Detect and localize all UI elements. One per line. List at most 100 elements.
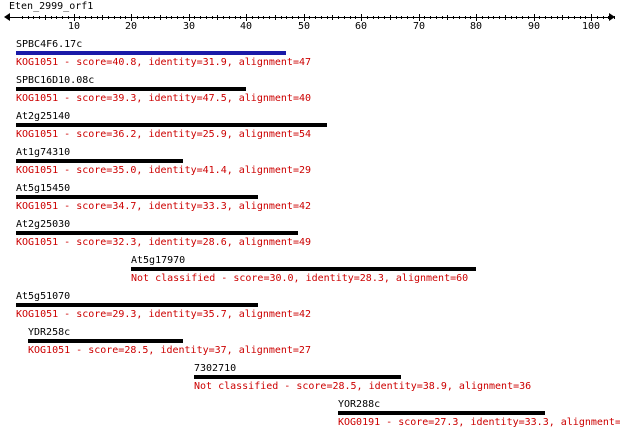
axis-minor-tick bbox=[545, 16, 546, 19]
axis-minor-tick bbox=[430, 16, 431, 19]
axis-major-tick bbox=[534, 14, 535, 21]
hit-description[interactable]: KOG1051 - score=28.5, identity=37, align… bbox=[28, 345, 311, 356]
hit-name[interactable]: At5g15450 bbox=[16, 183, 71, 194]
hit-bar[interactable] bbox=[16, 195, 258, 199]
hit-description[interactable]: Not classified - score=28.5, identity=38… bbox=[194, 381, 532, 392]
axis-major-tick bbox=[361, 14, 362, 21]
axis-minor-tick bbox=[614, 16, 615, 19]
axis-minor-tick bbox=[298, 16, 299, 19]
hit-description[interactable]: KOG0191 - score=27.3, identity=33.3, ali… bbox=[338, 417, 620, 428]
axis-minor-tick bbox=[344, 16, 345, 19]
hit-name[interactable]: SPBC4F6.17c bbox=[16, 39, 83, 50]
hit-bar[interactable] bbox=[131, 267, 476, 271]
axis-minor-tick bbox=[183, 16, 184, 19]
axis-tick-label: 60 bbox=[354, 21, 368, 32]
hit-description[interactable]: KOG1051 - score=32.3, identity=28.6, ali… bbox=[16, 237, 312, 248]
axis-minor-tick bbox=[557, 16, 558, 19]
axis-minor-tick bbox=[499, 16, 500, 19]
hit-bar[interactable] bbox=[16, 159, 183, 163]
axis-minor-tick bbox=[603, 16, 604, 19]
axis-minor-tick bbox=[171, 16, 172, 19]
hit-bar[interactable] bbox=[194, 375, 401, 379]
axis-major-tick bbox=[246, 14, 247, 21]
axis-minor-tick bbox=[281, 16, 282, 19]
hit-name[interactable]: YOR288c bbox=[338, 399, 381, 410]
axis-minor-tick bbox=[315, 16, 316, 19]
axis-minor-tick bbox=[286, 16, 287, 19]
axis-minor-tick bbox=[585, 16, 586, 19]
axis-minor-tick bbox=[436, 16, 437, 19]
axis-minor-tick bbox=[580, 16, 581, 19]
axis-minor-tick bbox=[194, 16, 195, 19]
hit-bar[interactable] bbox=[28, 339, 183, 343]
axis-minor-tick bbox=[373, 16, 374, 19]
axis-line bbox=[10, 17, 610, 18]
axis-minor-tick bbox=[252, 16, 253, 19]
axis-minor-tick bbox=[442, 16, 443, 19]
axis-minor-tick bbox=[407, 16, 408, 19]
hit-bar-best[interactable] bbox=[16, 51, 286, 55]
axis-major-tick bbox=[74, 14, 75, 21]
axis-major-tick bbox=[189, 14, 190, 21]
hit-name[interactable]: At1g74310 bbox=[16, 147, 71, 158]
hit-name[interactable]: 7302710 bbox=[194, 363, 237, 374]
hit-name[interactable]: At5g17970 bbox=[131, 255, 186, 266]
axis-minor-tick bbox=[28, 16, 29, 19]
axis-minor-tick bbox=[516, 16, 517, 19]
hit-description[interactable]: KOG1051 - score=35.0, identity=41.4, ali… bbox=[16, 165, 312, 176]
axis-major-tick bbox=[591, 14, 592, 21]
axis-minor-tick bbox=[148, 16, 149, 19]
hit-description[interactable]: KOG1051 - score=34.7, identity=33.3, ali… bbox=[16, 201, 312, 212]
hit-bar[interactable] bbox=[16, 123, 327, 127]
axis-tick-label: 100 bbox=[581, 21, 601, 32]
axis-major-tick bbox=[304, 14, 305, 21]
hit-name[interactable]: At2g25140 bbox=[16, 111, 71, 122]
axis-minor-tick bbox=[459, 16, 460, 19]
hit-bar[interactable] bbox=[338, 411, 545, 415]
axis-minor-tick bbox=[85, 16, 86, 19]
axis-minor-tick bbox=[413, 16, 414, 19]
axis-minor-tick bbox=[539, 16, 540, 19]
hit-bar[interactable] bbox=[16, 303, 258, 307]
axis-minor-tick bbox=[62, 16, 63, 19]
axis-minor-tick bbox=[240, 16, 241, 19]
axis-minor-tick bbox=[488, 16, 489, 19]
axis-tick-label: 80 bbox=[469, 21, 483, 32]
axis-minor-tick bbox=[327, 16, 328, 19]
axis-minor-tick bbox=[378, 16, 379, 19]
hit-description[interactable]: Not classified - score=30.0, identity=28… bbox=[131, 273, 469, 284]
hit-description[interactable]: KOG1051 - score=40.8, identity=31.9, ali… bbox=[16, 57, 312, 68]
query-title: Eten_2999_orf1 bbox=[9, 1, 94, 12]
axis-minor-tick bbox=[396, 16, 397, 19]
hit-name[interactable]: At2g25030 bbox=[16, 219, 71, 230]
axis-minor-tick bbox=[108, 16, 109, 19]
axis-minor-tick bbox=[465, 16, 466, 19]
axis-minor-tick bbox=[332, 15, 333, 20]
hit-description[interactable]: KOG1051 - score=36.2, identity=25.9, ali… bbox=[16, 129, 312, 140]
axis-minor-tick bbox=[401, 16, 402, 19]
axis-minor-tick bbox=[390, 15, 391, 20]
hit-description[interactable]: KOG1051 - score=29.3, identity=35.7, ali… bbox=[16, 309, 312, 320]
axis-tick-label: 30 bbox=[182, 21, 196, 32]
hit-name[interactable]: At5g51070 bbox=[16, 291, 71, 302]
axis-minor-tick bbox=[45, 15, 46, 20]
axis-minor-tick bbox=[269, 16, 270, 19]
axis-minor-tick bbox=[528, 16, 529, 19]
hit-name[interactable]: YDR258c bbox=[28, 327, 71, 338]
hit-bar[interactable] bbox=[16, 231, 298, 235]
axis-minor-tick bbox=[56, 16, 57, 19]
axis-minor-tick bbox=[200, 16, 201, 19]
axis-minor-tick bbox=[235, 16, 236, 19]
hit-name[interactable]: SPBC16D10.08c bbox=[16, 75, 95, 86]
hit-bar[interactable] bbox=[16, 87, 246, 91]
axis-minor-tick bbox=[493, 16, 494, 19]
axis-minor-tick bbox=[608, 16, 609, 19]
axis-tick-label: 70 bbox=[412, 21, 426, 32]
hit-description[interactable]: KOG1051 - score=39.3, identity=47.5, ali… bbox=[16, 93, 312, 104]
axis-tick-label: 20 bbox=[124, 21, 138, 32]
axis-minor-tick bbox=[309, 16, 310, 19]
axis-minor-tick bbox=[597, 16, 598, 19]
axis-minor-tick bbox=[321, 16, 322, 19]
axis-minor-tick bbox=[125, 16, 126, 19]
